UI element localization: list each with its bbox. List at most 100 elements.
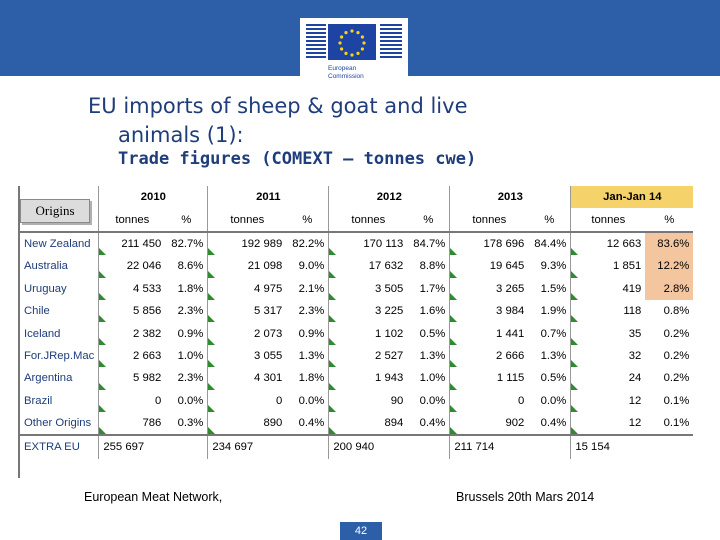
percent-cell: 0.5%: [419, 327, 446, 340]
percent-cell: 0.4%: [540, 417, 567, 430]
percent-cell: 0.0%: [419, 394, 446, 407]
tonnes-cell: 200 940: [328, 435, 408, 459]
percent-cell: [528, 435, 571, 458]
tonnes-cell: 170 113: [328, 231, 408, 256]
unit-header: tonnes: [328, 208, 408, 232]
tonnes-cell: 118: [570, 299, 646, 323]
tonnes-cell: 0: [449, 389, 529, 413]
footer-organization: European Meat Network,: [84, 490, 223, 504]
percent-cell: 0.7%: [540, 327, 567, 340]
percent-cell: 84.4%: [534, 237, 567, 250]
origin-label: Brazil: [24, 394, 53, 407]
percent-cell: [645, 435, 693, 458]
tonnes-cell: 211 714: [449, 435, 529, 459]
tonnes-cell: 2 527: [328, 344, 408, 368]
tonnes-cell: 211 450: [98, 231, 166, 256]
table-row: Uruguay 4 533 1.8% 4 975 2.1% 3 505 1.7% 3 265 1…: [20, 277, 694, 301]
table-row: Australia 22 046 8.6% 21 098 9.0% 17 632 8.8% 1…: [20, 255, 694, 278]
percent-cell: [165, 435, 208, 458]
table-row: Brazil 0 0.0% 0 0.0% 90 0.0% 0 0.0% 12 0.1%: [20, 389, 693, 413]
unit-header: tonnes: [449, 208, 529, 232]
percent-cell: 1.0%: [177, 349, 204, 362]
slide-subtitle: Trade figures (COMEXT – tonnes cwe): [118, 149, 477, 169]
tonnes-cell: 12: [570, 389, 646, 413]
origin-label: New Zealand: [24, 237, 91, 250]
percent-cell: 82.7%: [171, 237, 204, 250]
unit-header: tonnes: [98, 208, 166, 232]
tonnes-cell: 1 441: [449, 322, 529, 346]
tonnes-cell: 15 154: [570, 435, 646, 459]
table-row: Chile 5 856 2.3% 5 317 2.3% 3 225 1.6% 3 984 1.9…: [20, 299, 693, 323]
percent-cell: 0.4%: [298, 417, 325, 430]
percent-cell: 8.8%: [419, 260, 446, 273]
tonnes-cell: 902: [449, 411, 529, 436]
tonnes-cell: 2 663: [98, 344, 166, 368]
european-commission-logo: European Commission: [300, 18, 408, 94]
tonnes-cell: 32: [570, 344, 646, 368]
tonnes-cell: 234 697: [207, 435, 287, 459]
origin-label: Other Origins: [24, 417, 92, 430]
percent-cell: 83.6%: [645, 231, 694, 256]
tonnes-cell: 0: [98, 389, 166, 413]
table-row: For.JRep.Mac 2 663 1.0% 3 055 1.3% 2 527 1.3% 2…: [20, 344, 693, 368]
percent-cell: [286, 435, 329, 458]
percent-cell: 1.5%: [540, 282, 567, 295]
percent-cell: 8.6%: [177, 260, 204, 273]
percent-cell: 1.8%: [298, 372, 325, 385]
percent-cell: 2.8%: [645, 277, 694, 300]
trade-table-container: 2010 2011 2012 2013 Jan-Jan 14 tonnes % …: [18, 186, 694, 478]
table-row: New Zealand 211 450 82.7% 192 989 82.2% 170 1…: [20, 231, 694, 256]
origin-label: Chile: [24, 305, 50, 318]
unit-header: tonnes: [207, 208, 287, 232]
title-line-2: animals (1):: [118, 123, 244, 147]
table-row: Iceland 2 382 0.9% 2 073 0.9% 1 102 0.5% 1 441 0…: [20, 322, 693, 346]
unit-header: %: [181, 213, 192, 226]
tonnes-cell: 419: [570, 277, 646, 301]
tonnes-cell: 255 697: [98, 435, 166, 459]
tonnes-cell: 1 851: [570, 255, 646, 278]
tonnes-cell: 5 982: [98, 367, 166, 390]
percent-cell: 12.2%: [645, 255, 694, 278]
tonnes-cell: 35: [570, 322, 646, 346]
percent-cell: 9.0%: [298, 260, 325, 273]
percent-cell: 1.7%: [419, 282, 446, 295]
tonnes-cell: 4 975: [207, 277, 287, 301]
percent-cell: 9.3%: [540, 260, 567, 273]
page-number: 42: [340, 522, 382, 540]
year-header: 2010: [98, 186, 208, 209]
origin-label: EXTRA EU: [24, 441, 80, 454]
percent-cell: 0.1%: [663, 394, 690, 407]
tonnes-cell: 2 073: [207, 322, 287, 346]
origin-label: Uruguay: [24, 282, 67, 295]
tonnes-cell: 2 666: [449, 344, 529, 368]
total-row: EXTRA EU 255 697 234 697 200 940 211 714 15 1…: [20, 435, 694, 459]
unit-header: %: [664, 213, 675, 226]
title-line-1: EU imports of sheep & goat and live: [88, 94, 468, 118]
tonnes-cell: 1 102: [328, 322, 408, 346]
tonnes-cell: 5 856: [98, 299, 166, 323]
tonnes-cell: 3 505: [328, 277, 408, 301]
origin-label: Argentina: [24, 372, 73, 385]
percent-cell: 0.4%: [419, 417, 446, 430]
logo-text: European Commission: [328, 65, 364, 81]
logo-line-1: European: [328, 65, 357, 72]
logo-stripes-right: [380, 24, 402, 60]
tonnes-cell: 12 663: [570, 231, 646, 256]
origins-button[interactable]: Origins: [20, 199, 90, 223]
tonnes-cell: 5 317: [207, 299, 287, 323]
percent-cell: 84.7%: [413, 237, 446, 250]
slide-title: EU imports of sheep & goat and live anim…: [88, 92, 608, 150]
logo-stripes-left: [306, 24, 326, 60]
tonnes-cell: 4 301: [207, 367, 287, 390]
percent-cell: 0.1%: [663, 417, 690, 430]
percent-cell: 0.5%: [540, 372, 567, 385]
tonnes-cell: 24: [570, 367, 646, 390]
table-row: Argentina 5 982 2.3% 4 301 1.8% 1 943 1.0% 1 11…: [20, 367, 693, 390]
tonnes-cell: 178 696: [449, 231, 529, 256]
percent-cell: 1.3%: [540, 349, 567, 362]
tonnes-cell: 2 382: [98, 322, 166, 346]
tonnes-cell: 4 533: [98, 277, 166, 301]
tonnes-cell: 890: [207, 411, 287, 436]
tonnes-cell: 22 046: [98, 255, 166, 278]
tonnes-cell: 192 989: [207, 231, 287, 256]
